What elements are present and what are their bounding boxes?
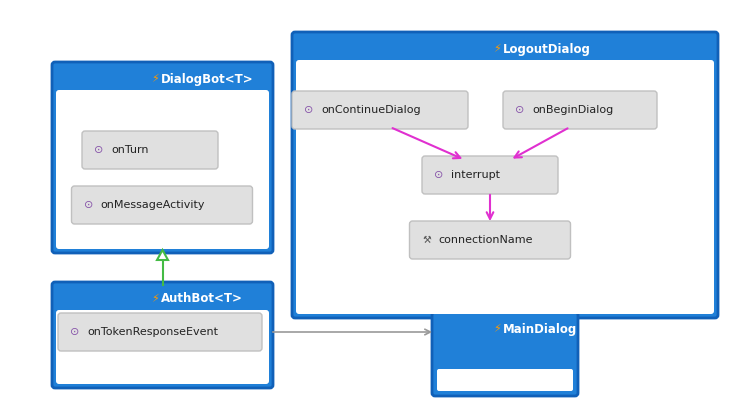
FancyBboxPatch shape bbox=[410, 221, 570, 259]
FancyBboxPatch shape bbox=[71, 186, 252, 224]
FancyBboxPatch shape bbox=[52, 62, 273, 253]
FancyBboxPatch shape bbox=[437, 369, 573, 391]
Text: onBeginDialog: onBeginDialog bbox=[532, 105, 613, 115]
Polygon shape bbox=[157, 250, 168, 260]
FancyBboxPatch shape bbox=[56, 90, 269, 249]
Text: connectionName: connectionName bbox=[438, 235, 533, 245]
Text: onTokenResponseEvent: onTokenResponseEvent bbox=[87, 327, 218, 337]
Text: onMessageActivity: onMessageActivity bbox=[101, 200, 205, 210]
Text: ⚡: ⚡ bbox=[493, 44, 501, 54]
Text: ⚒: ⚒ bbox=[422, 235, 431, 245]
FancyBboxPatch shape bbox=[503, 91, 657, 129]
Text: ⊙: ⊙ bbox=[70, 327, 80, 337]
Text: ⊙: ⊙ bbox=[305, 105, 313, 115]
FancyBboxPatch shape bbox=[422, 156, 558, 194]
Text: MainDialog: MainDialog bbox=[503, 323, 577, 335]
FancyBboxPatch shape bbox=[292, 91, 468, 129]
FancyBboxPatch shape bbox=[58, 313, 262, 351]
FancyBboxPatch shape bbox=[82, 131, 218, 169]
FancyBboxPatch shape bbox=[56, 310, 269, 384]
FancyBboxPatch shape bbox=[296, 60, 714, 314]
Text: interrupt: interrupt bbox=[451, 170, 500, 180]
Text: ⚡: ⚡ bbox=[150, 74, 159, 84]
Text: ⚡: ⚡ bbox=[493, 324, 501, 334]
Text: ⊙: ⊙ bbox=[515, 105, 525, 115]
Text: ⊙: ⊙ bbox=[84, 200, 93, 210]
Text: LogoutDialog: LogoutDialog bbox=[503, 42, 591, 56]
Text: DialogBot<T>: DialogBot<T> bbox=[161, 73, 253, 86]
Text: onTurn: onTurn bbox=[111, 145, 148, 155]
Text: ⊙: ⊙ bbox=[435, 170, 443, 180]
FancyBboxPatch shape bbox=[432, 312, 578, 396]
Text: AuthBot<T>: AuthBot<T> bbox=[161, 293, 242, 306]
Text: ⊙: ⊙ bbox=[94, 145, 103, 155]
FancyBboxPatch shape bbox=[436, 340, 574, 392]
FancyBboxPatch shape bbox=[52, 282, 273, 388]
Text: ⚡: ⚡ bbox=[150, 294, 159, 304]
FancyBboxPatch shape bbox=[292, 32, 718, 318]
Text: onContinueDialog: onContinueDialog bbox=[321, 105, 421, 115]
